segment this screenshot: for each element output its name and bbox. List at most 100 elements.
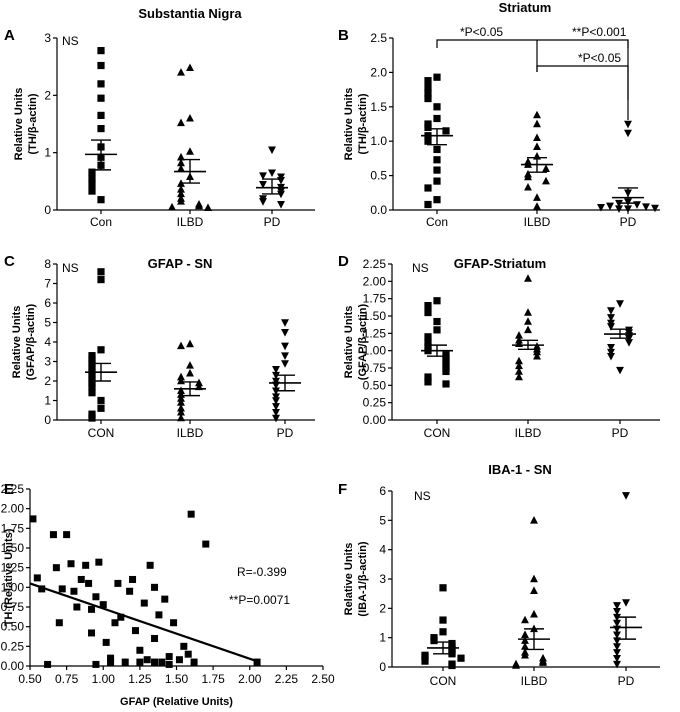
y-tick-label: 1.5 <box>370 100 387 114</box>
data-point <box>613 660 621 669</box>
data-point <box>613 631 621 640</box>
data-point <box>202 540 210 548</box>
category-label: ILBD <box>515 426 542 440</box>
data-point <box>272 414 280 423</box>
y-tick-label: 2 <box>44 88 51 102</box>
data-point <box>52 564 60 572</box>
data-point <box>524 317 532 325</box>
data-point <box>512 661 520 669</box>
panel-a: A Substantia Nigra 0 1 2 3 Relative Units (TH/β… <box>4 6 315 229</box>
data-point <box>533 202 541 210</box>
panel-b: B Striatum 0.0 0.5 1.0 1.5 2.0 2.5 Relative Unit… <box>338 0 660 229</box>
data-point <box>88 379 96 387</box>
data-point <box>281 319 289 327</box>
data-point <box>277 201 285 209</box>
data-point <box>442 367 450 376</box>
y-axis-label: TH (Relative Units) <box>3 528 15 626</box>
data-point <box>88 629 96 637</box>
panel-title: GFAP-Striatum <box>454 256 546 271</box>
data-point <box>613 619 621 628</box>
data-point <box>70 587 78 595</box>
data-point <box>624 120 632 129</box>
y-tick-label: 2 <box>379 601 386 615</box>
data-point <box>424 89 432 97</box>
data-point <box>613 649 621 657</box>
data-point <box>607 348 615 357</box>
data-point <box>97 404 105 412</box>
data-point <box>515 372 523 381</box>
data-point <box>97 396 105 405</box>
y-tick-label: 2.25 <box>1 482 25 496</box>
data-point <box>421 653 429 661</box>
data-point <box>186 339 194 348</box>
data-point <box>126 587 134 595</box>
data-point <box>111 619 119 627</box>
data-point <box>272 366 280 374</box>
category-label: PD <box>618 674 635 688</box>
data-point <box>633 201 641 209</box>
data-point <box>424 184 432 192</box>
y-tick-label: 2.00 <box>363 274 387 288</box>
data-point <box>272 403 280 411</box>
category-label: Con <box>90 215 112 229</box>
data-point <box>177 158 185 167</box>
y-tick-label: 0.5 <box>370 169 387 183</box>
panel-label: E <box>4 481 14 498</box>
panel-title: Substantia Nigra <box>138 6 242 21</box>
data-point <box>268 169 276 178</box>
data-point <box>177 152 185 161</box>
y-tick-label: 0.25 <box>1 639 25 653</box>
data-point <box>88 367 96 375</box>
data-point <box>433 166 441 174</box>
y-tick-label: 0.0 <box>370 203 387 217</box>
y-tick-label: 1.00 <box>1 580 25 594</box>
y-tick-label: 2.25 <box>363 257 387 271</box>
data-point <box>187 510 195 518</box>
data-point <box>433 317 441 326</box>
category-label: CON <box>424 426 451 440</box>
data-point <box>433 103 441 111</box>
data-point <box>186 368 194 377</box>
data-point <box>177 185 185 193</box>
category-label: PD <box>612 426 629 440</box>
panel-label: C <box>4 253 15 270</box>
x-tick-label: 1.50 <box>165 672 189 686</box>
y-tick-label: 0 <box>44 203 51 217</box>
data-point <box>430 637 438 645</box>
y-axis-label: Relative Units (GFAP/β-actin) <box>11 303 37 380</box>
data-point <box>97 80 105 88</box>
data-point <box>146 561 154 569</box>
data-point <box>607 343 615 352</box>
y-tick-label: 0.50 <box>1 620 25 634</box>
data-point <box>606 202 614 211</box>
data-point <box>439 584 447 592</box>
data-point <box>424 123 432 132</box>
data-point <box>88 375 96 383</box>
data-point <box>97 268 105 276</box>
data-point <box>190 658 198 666</box>
data-point <box>177 189 185 198</box>
panel-label: D <box>338 253 349 270</box>
x-tick-label: 1.75 <box>201 672 225 686</box>
data-point <box>186 361 194 369</box>
category-label: CON <box>88 426 115 440</box>
data-point <box>151 634 159 642</box>
data-point <box>524 172 532 181</box>
data-point <box>165 653 173 661</box>
y-tick-label: 1.75 <box>363 292 387 306</box>
data-point <box>424 94 432 103</box>
data-point <box>613 608 621 616</box>
data-point <box>177 376 185 385</box>
data-point <box>597 204 605 212</box>
ns-label: NS <box>62 261 79 275</box>
panel-title: IBA-1 - SN <box>488 462 552 477</box>
y-tick-label: 3 <box>44 31 51 45</box>
y-tick-label: 1 <box>379 631 386 645</box>
data-point <box>168 202 176 211</box>
y-axis-label: Relative Units (TH/β-actin) <box>13 88 39 161</box>
data-point <box>88 355 96 364</box>
data-point <box>88 383 96 391</box>
y-tick-label: 0.75 <box>1 600 25 614</box>
data-point <box>55 619 63 627</box>
